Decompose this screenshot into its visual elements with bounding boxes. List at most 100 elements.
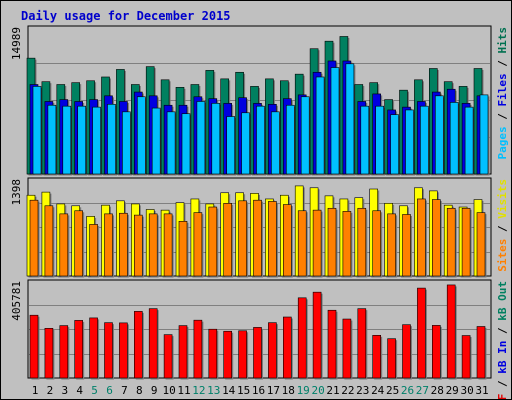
x-tick-label-day-4: 4: [76, 384, 83, 397]
bar-sites-day-10: [163, 213, 173, 277]
x-tick-label-day-2: 2: [47, 384, 54, 397]
x-tick-label-day-19: 19: [297, 384, 310, 397]
bar-sites-day-19: [297, 210, 307, 277]
bar-kb-f-day-5: [89, 317, 98, 379]
legend-part: Sites: [496, 239, 509, 272]
bar-pages-day-13: [211, 103, 221, 175]
chart-title: Daily usage for December 2015: [21, 9, 231, 23]
legend-part: /: [496, 54, 509, 74]
bar-kb-f-day-1: [29, 314, 39, 379]
bar-kb-f-day-7: [119, 322, 128, 379]
x-tick-label-day-11: 11: [177, 384, 190, 397]
legend-part: /: [496, 107, 509, 127]
x-tick-label-day-9: 9: [151, 384, 158, 397]
bar-sites-day-16: [253, 199, 262, 277]
bar-sites-day-6: [104, 213, 113, 277]
bar-pages-day-18: [285, 104, 295, 175]
bar-pages-day-28: [434, 95, 444, 175]
x-tick-label-day-20: 20: [311, 384, 324, 397]
legend-part: Visits: [496, 179, 509, 219]
bar-kb-f-day-24: [372, 335, 382, 379]
legend-part: Pages: [496, 126, 509, 159]
x-tick-label-day-24: 24: [371, 384, 385, 397]
bar-kb-f-day-2: [44, 328, 54, 379]
x-tick-label-day-28: 28: [431, 384, 444, 397]
bar-kb-f-day-18: [282, 316, 292, 379]
bar-pages-day-15: [241, 112, 250, 175]
bar-sites-day-15: [238, 200, 247, 277]
bar-pages-day-20: [315, 76, 325, 175]
bar-kb-f-day-4: [74, 320, 83, 379]
bar-pages-day-22: [345, 63, 355, 175]
bar-pages-day-5: [92, 106, 101, 175]
bar-kb-f-day-19: [297, 297, 307, 379]
bar-pages-day-4: [77, 105, 86, 175]
bar-kb-f-day-31: [476, 326, 486, 379]
bar-pages-day-1: [32, 86, 42, 175]
x-tick-label-day-10: 10: [162, 384, 175, 397]
bar-pages-day-8: [137, 96, 146, 175]
bar-pages-day-2: [47, 104, 57, 175]
x-tick-label-day-1: 1: [32, 384, 39, 397]
bar-pages-day-30: [464, 106, 474, 175]
bar-kb-f-day-23: [357, 308, 367, 379]
bar-sites-day-23: [357, 207, 367, 277]
bar-pages-day-24: [375, 105, 385, 175]
x-tick-label-day-16: 16: [252, 384, 265, 397]
bar-pages-day-10: [166, 111, 176, 175]
x-tick-label-day-12: 12: [192, 384, 205, 397]
bar-pages-day-7: [122, 111, 131, 175]
x-tick-label-day-30: 30: [460, 384, 473, 397]
bar-kb-f-day-9: [148, 308, 158, 379]
bar-sites-day-14: [223, 203, 232, 277]
legend-part: /: [496, 374, 509, 394]
bar-sites-day-1: [29, 199, 39, 277]
bar-sites-day-24: [372, 210, 382, 277]
x-tick-label-day-15: 15: [237, 384, 250, 397]
bar-pages-day-3: [62, 105, 72, 175]
bar-kb-f-day-20: [312, 291, 322, 379]
bar-kb-f-day-17: [268, 322, 277, 379]
series-legend-1: Pages / Files / Hits: [496, 27, 509, 160]
bar-pages-day-21: [330, 67, 340, 175]
bar-pages-day-27: [420, 105, 429, 175]
x-tick-label-day-8: 8: [136, 384, 143, 397]
x-tick-label-day-7: 7: [121, 384, 128, 397]
x-tick-label-day-31: 31: [475, 384, 488, 397]
bar-kb-f-day-12: [193, 319, 203, 379]
bar-kb-f-day-25: [387, 338, 396, 379]
bar-sites-day-20: [312, 209, 322, 277]
x-tick-label-day-14: 14: [222, 384, 236, 397]
bar-sites-day-7: [119, 212, 128, 277]
bar-sites-day-3: [59, 213, 69, 277]
legend-part: /: [496, 321, 509, 341]
bar-kb-f-day-15: [238, 330, 247, 379]
series-legend-2: Sites / Visits: [496, 179, 509, 272]
bar-pages-day-9: [151, 107, 161, 175]
bar-kb-f-day-21: [327, 309, 337, 379]
bar-kb-f-day-30: [461, 335, 471, 379]
bar-pages-day-23: [360, 105, 370, 175]
bar-kb-f-day-6: [104, 322, 113, 379]
ymax-label-3: 405781: [10, 281, 23, 321]
bar-kb-f-day-27: [417, 287, 426, 379]
bar-kb-f-day-11: [178, 325, 188, 379]
legend-part: kB In: [496, 341, 509, 374]
bar-kb-f-day-10: [163, 334, 173, 379]
legend-part: kB Out: [496, 281, 509, 321]
bar-kb-f-day-13: [208, 328, 218, 379]
bar-sites-day-30: [461, 207, 471, 277]
bar-sites-day-27: [417, 198, 426, 277]
bar-sites-day-28: [431, 199, 441, 277]
bar-pages-day-12: [196, 101, 206, 175]
bar-kb-f-day-22: [342, 318, 352, 379]
bar-pages-day-14: [226, 116, 235, 175]
bar-kb-f-day-14: [223, 330, 232, 379]
bar-sites-day-12: [193, 212, 203, 277]
bar-kb-f-day-26: [402, 324, 411, 379]
x-tick-label-day-23: 23: [356, 384, 369, 397]
x-tick-label-day-25: 25: [386, 384, 399, 397]
x-tick-label-day-17: 17: [267, 384, 280, 397]
bar-kb-f-day-8: [134, 311, 143, 379]
